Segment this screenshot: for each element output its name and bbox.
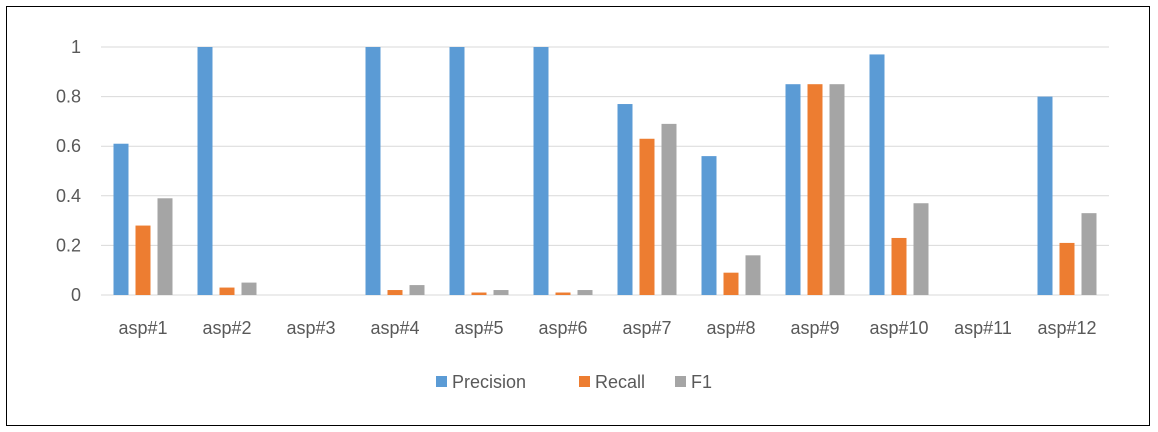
legend-label-recall: Recall (595, 372, 645, 392)
legend-label-precision: Precision (452, 372, 526, 392)
legend-label-f1: F1 (691, 372, 712, 392)
legend-swatch-precision (436, 376, 447, 387)
legend: Precision Recall F1 (436, 372, 712, 392)
x-tick-label: asp#8 (706, 318, 755, 338)
bar-precision-asp9 (785, 84, 801, 295)
gridlines (101, 46, 1109, 296)
bar-f1-asp4 (409, 285, 425, 295)
x-tick-label: asp#9 (790, 318, 839, 338)
y-tick-label: 0.2 (56, 235, 81, 255)
x-tick-label: asp#12 (1037, 318, 1096, 338)
bars (113, 47, 1097, 295)
bar-recall-asp2 (219, 287, 235, 295)
x-tick-label: asp#5 (454, 318, 503, 338)
bar-precision-asp7 (617, 104, 633, 295)
bar-f1-asp1 (157, 198, 173, 295)
bar-precision-asp10 (869, 54, 885, 295)
x-tick-label: asp#11 (954, 318, 1012, 338)
y-tick-label: 0 (71, 285, 81, 305)
legend-swatch-f1 (675, 376, 686, 387)
bar-f1-asp10 (913, 203, 929, 295)
x-tick-label: asp#6 (538, 318, 587, 338)
bar-precision-asp6 (533, 47, 549, 295)
bar-precision-asp12 (1037, 96, 1053, 295)
chart-frame: 0 0.2 0.4 0.6 0.8 1 asp#1 asp#2 asp#3 asp#4 asp#5… (6, 6, 1150, 426)
bar-f1-asp6 (577, 290, 593, 295)
bar-recall-asp12 (1059, 242, 1075, 295)
bar-recall-asp10 (891, 237, 907, 295)
bar-f1-asp7 (661, 123, 677, 295)
legend-swatch-recall (579, 376, 590, 387)
y-tick-label: 0.4 (56, 186, 81, 206)
bar-f1-asp2 (241, 282, 257, 295)
x-tick-label: asp#1 (118, 318, 167, 338)
bar-recall-asp7 (639, 138, 655, 295)
bar-precision-asp1 (113, 143, 129, 295)
bar-recall-asp8 (723, 272, 739, 295)
bar-recall-asp4 (387, 290, 403, 295)
y-tick-label: 0.6 (56, 136, 81, 156)
x-tick-label: asp#10 (869, 318, 928, 338)
x-axis-tick-labels: asp#1 asp#2 asp#3 asp#4 asp#5 asp#6 asp#7 asp#8… (118, 318, 1096, 338)
x-tick-label: asp#4 (370, 318, 419, 338)
x-tick-label: asp#2 (202, 318, 251, 338)
bar-precision-asp4 (365, 47, 381, 295)
bar-f1-asp9 (829, 84, 845, 295)
bar-precision-asp2 (197, 47, 213, 295)
bar-recall-asp5 (471, 292, 487, 295)
y-tick-label: 1 (71, 37, 81, 57)
x-tick-label: asp#7 (622, 318, 671, 338)
y-axis-tick-labels: 0 0.2 0.4 0.6 0.8 1 (56, 37, 81, 305)
bar-f1-asp8 (745, 255, 761, 295)
bar-precision-asp5 (449, 47, 465, 295)
bar-f1-asp5 (493, 290, 509, 295)
bar-recall-asp6 (555, 292, 571, 295)
bar-f1-asp12 (1081, 213, 1097, 295)
bar-recall-asp1 (135, 225, 151, 295)
x-tick-label: asp#3 (286, 318, 335, 338)
bar-chart: 0 0.2 0.4 0.6 0.8 1 asp#1 asp#2 asp#3 asp#4 asp#5… (56, 37, 1109, 392)
bar-precision-asp8 (701, 156, 717, 295)
y-tick-label: 0.8 (56, 87, 81, 107)
bar-recall-asp9 (807, 84, 823, 295)
